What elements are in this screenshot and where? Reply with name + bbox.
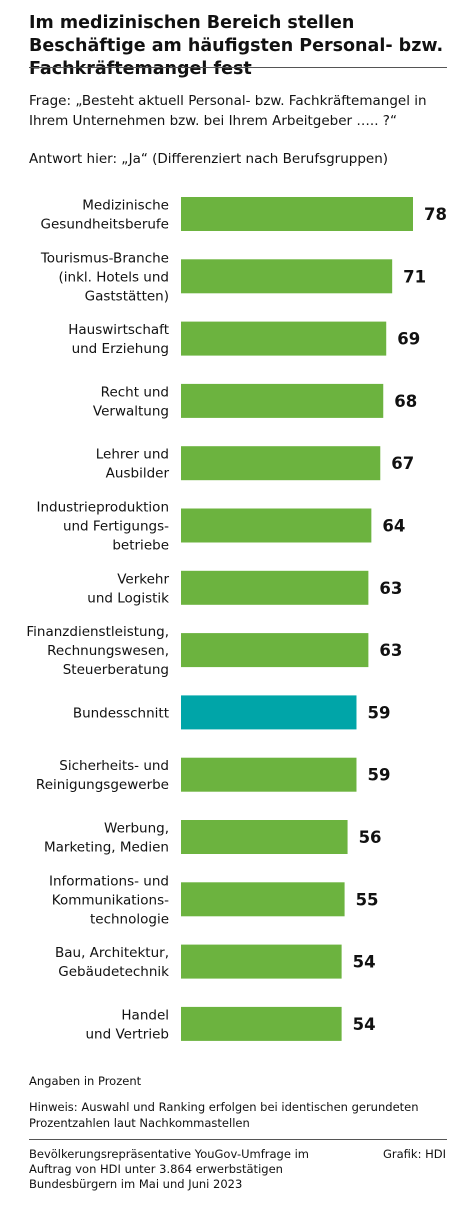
graphic-credit: Grafik: HDI (382, 1147, 446, 1161)
value-label-sicherheits-und-reinigungsgewerbe: 59 (367, 766, 390, 785)
bar-bau-architektur-gebäudetechnik (181, 944, 342, 979)
bar-medizinische-gesundheitsberufe (181, 197, 413, 231)
value-label-medizinische-gesundheitsberufe: 78 (424, 205, 447, 224)
category-label-bundesschnitt: Bundesschnitt (73, 705, 169, 721)
value-label-recht-und-verwaltung: 68 (394, 392, 417, 411)
value-label-verkehr-und-logistik: 63 (379, 579, 402, 598)
bar-bundesschnitt (181, 695, 357, 730)
category-label-informations-und-kommunikations-technologie: Informations- und Kommunikations-technolo… (49, 873, 169, 927)
chart-title: Im medizinischen Bereich stellen Beschäf… (29, 13, 444, 79)
survey-question: Frage: „Besteht aktuell Personal- bzw. F… (29, 93, 427, 129)
bar-sicherheits-und-reinigungsgewerbe (181, 757, 357, 792)
bar-recht-und-verwaltung (181, 383, 384, 418)
hint-note: Hinweis: Auswahl und Ranking erfolgen be… (29, 1100, 419, 1130)
category-label-finanzdienstleistung-rechnungswesen-steuerberatung: Finanzdienstleistung, Rechnungswesen, Steu… (26, 624, 169, 678)
answer-note: Antwort hier: „Ja“ (Differenziert nach B… (29, 151, 389, 167)
value-label-informations-und-kommunikations-technologie: 55 (356, 890, 379, 909)
source-note: Bevölkerungsrepräsentative YouGov-Umfrag… (29, 1147, 309, 1191)
bar-hauswirtschaft-und-erziehung (181, 321, 387, 356)
category-label-handel-und-vertrieb: Handel und Vertrieb (86, 1007, 170, 1042)
bar-werbung-marketing-medien (181, 820, 348, 854)
value-label-handel-und-vertrieb: 54 (353, 1015, 376, 1034)
bar-informations-und-kommunikations-technologie (181, 882, 345, 917)
category-label-bau-architektur-gebäudetechnik: Bau, Architektur, Gebäudetechnik (55, 945, 169, 980)
category-label-industrieproduktion-und-fertigungs-betriebe: Industrieproduktion und Fertigungs-betrie… (37, 500, 170, 554)
value-label-hauswirtschaft-und-erziehung: 69 (397, 330, 420, 349)
bottom-divider (29, 1139, 447, 1140)
bar-lehrer-und-ausbilder (181, 446, 381, 481)
value-label-tourismus-branche-inkl-hotels-und-gaststätten: 71 (403, 267, 426, 286)
value-label-werbung-marketing-medien: 56 (359, 828, 382, 847)
top-divider (29, 67, 447, 68)
category-label-recht-und-verwaltung: Recht und Verwaltung (93, 384, 169, 419)
value-label-bau-architektur-gebäudetechnik: 54 (353, 953, 376, 972)
category-label-werbung-marketing-medien: Werbung, Marketing, Medien (44, 821, 169, 856)
value-label-finanzdienstleistung-rechnungswesen-steuerberatung: 63 (379, 641, 402, 660)
bar-industrieproduktion-und-fertigungs-betriebe (181, 508, 372, 543)
category-label-sicherheits-und-reinigungsgewerbe: Sicherheits- und Reinigungsgewerbe (36, 758, 169, 793)
bar-finanzdienstleistung-rechnungswesen-steuerberatung (181, 633, 369, 668)
value-label-lehrer-und-ausbilder: 67 (391, 454, 414, 473)
value-label-industrieproduktion-und-fertigungs-betriebe: 64 (382, 517, 405, 536)
category-label-verkehr-und-logistik: Verkehr und Logistik (87, 571, 169, 606)
value-label-bundesschnitt: 59 (367, 703, 390, 722)
category-label-lehrer-und-ausbilder: Lehrer und Ausbilder (96, 447, 170, 482)
bar-verkehr-und-logistik (181, 570, 369, 605)
bar-handel-und-vertrieb (181, 1006, 342, 1041)
category-label-hauswirtschaft-und-erziehung: Hauswirtschaft und Erziehung (68, 322, 169, 357)
unit-note: Angaben in Prozent (29, 1074, 142, 1088)
bar-tourismus-branche-inkl-hotels-und-gaststätten (181, 259, 393, 294)
category-label-medizinische-gesundheitsberufe: Medizinische Gesundheitsberufe (41, 198, 169, 233)
category-label-tourismus-branche-inkl-hotels-und-gaststätten: Tourismus-Branche (inkl. Hotels und Gastst… (40, 250, 169, 304)
